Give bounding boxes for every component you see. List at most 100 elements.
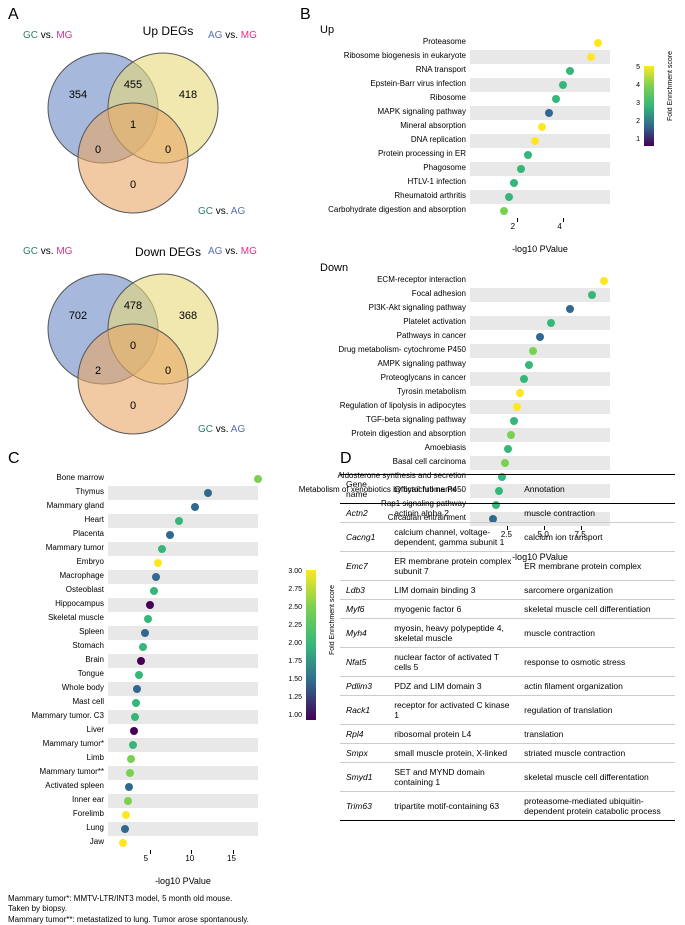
cb-tick: 2 bbox=[636, 118, 640, 125]
table-cell: skeletal muscle cell differentation bbox=[518, 763, 675, 792]
dot-point bbox=[536, 333, 544, 341]
table-row: Cacng1calcium channel, voltage-dependent… bbox=[340, 523, 675, 552]
dot-point bbox=[124, 797, 132, 805]
dot-label: Forelimb bbox=[73, 809, 108, 818]
dot-label: HTLV-1 infection bbox=[407, 177, 470, 186]
venn-up-bottom-label: GC vs. AG bbox=[198, 206, 245, 217]
dot-point bbox=[191, 503, 199, 511]
dot-row: Placenta bbox=[108, 528, 258, 542]
dot-point bbox=[517, 165, 525, 173]
cb-tick: 1.00 bbox=[288, 712, 302, 719]
cb-tick: 3 bbox=[636, 100, 640, 107]
dot-label: ECM-receptor interaction bbox=[377, 275, 470, 284]
b-cb-title: Fold Enrichment score bbox=[667, 51, 674, 121]
svg-text:1: 1 bbox=[130, 119, 136, 131]
dot-label: Inner ear bbox=[72, 795, 108, 804]
cb-tick: 1.50 bbox=[288, 676, 302, 683]
dot-label: Ribosome biogenesis in eukaryote bbox=[344, 51, 470, 60]
dot-label: AMPK signaling pathway bbox=[378, 359, 471, 368]
table-cell: Smpx bbox=[340, 744, 388, 763]
dot-point bbox=[547, 319, 555, 327]
dot-point bbox=[144, 615, 152, 623]
dot-label: Lung bbox=[86, 823, 108, 832]
dot-label: MAPK signaling pathway bbox=[378, 107, 471, 116]
table-cell: Myh4 bbox=[340, 619, 388, 648]
dot-point bbox=[130, 727, 138, 735]
dot-label: Mammary tumor bbox=[46, 543, 108, 552]
dot-point bbox=[588, 291, 596, 299]
dot-row: Protein processing in ER bbox=[470, 148, 610, 162]
dot-label: Skeletal muscle bbox=[48, 613, 108, 622]
dot-label: Protein processing in ER bbox=[378, 149, 470, 158]
cb-tick: 2.75 bbox=[288, 586, 302, 593]
table-cell: calcium ion transport bbox=[518, 523, 675, 552]
dot-point bbox=[122, 811, 130, 819]
dot-row: Protein digestion and absorption bbox=[470, 428, 610, 442]
dot-point bbox=[150, 587, 158, 595]
svg-text:0: 0 bbox=[130, 179, 136, 191]
b-up-title: Up bbox=[320, 24, 680, 36]
dot-row: ECM-receptor interaction bbox=[470, 274, 610, 288]
dot-row: Platelet activation bbox=[470, 316, 610, 330]
panel-d-label: D bbox=[340, 450, 675, 468]
dot-row: Carbohydrate digestion and absorption bbox=[470, 204, 610, 218]
dot-row: Tongue bbox=[108, 668, 258, 682]
dot-point bbox=[516, 389, 524, 397]
table-cell: muscle contraction bbox=[518, 504, 675, 523]
dot-row: HTLV-1 infection bbox=[470, 176, 610, 190]
table-cell: myosin, heavy polypeptide 4, skeletal mu… bbox=[388, 619, 518, 648]
table-row: Trim63tripartite motif-containing 63prot… bbox=[340, 792, 675, 821]
dot-label: Tongue bbox=[78, 669, 108, 678]
dot-point bbox=[559, 81, 567, 89]
dot-point bbox=[127, 755, 135, 763]
dot-point bbox=[531, 137, 539, 145]
table-row: Smyd1SET and MYND domain containing 1ske… bbox=[340, 763, 675, 792]
dot-point bbox=[141, 629, 149, 637]
dot-point bbox=[154, 559, 162, 567]
gene-table: Gene nameOfficail full nameAnnotation Ac… bbox=[340, 474, 675, 821]
venn-up: 354 418 455 1 0 0 0 bbox=[8, 38, 268, 228]
dot-row: RNA transport bbox=[470, 64, 610, 78]
dot-label: Jaw bbox=[90, 837, 108, 846]
dot-label: Embryo bbox=[76, 557, 108, 566]
dot-point bbox=[510, 179, 518, 187]
dot-point bbox=[137, 657, 145, 665]
table-cell: proteasome-mediated ubiquitin-dependent … bbox=[518, 792, 675, 821]
table-cell: small muscle protein, X-linked bbox=[388, 744, 518, 763]
tick-label: 2 bbox=[511, 222, 515, 231]
dot-point bbox=[529, 347, 537, 355]
dot-point bbox=[135, 671, 143, 679]
dot-label: Thymus bbox=[76, 487, 108, 496]
dot-point bbox=[510, 417, 518, 425]
table-row: Rack1receptor for activated C kinase 1re… bbox=[340, 696, 675, 725]
dot-point bbox=[254, 475, 262, 483]
table-cell: Pdlim3 bbox=[340, 677, 388, 696]
dot-point bbox=[152, 573, 160, 581]
dot-point bbox=[525, 361, 533, 369]
dot-point bbox=[132, 699, 140, 707]
dot-label: Pathways in cancer bbox=[397, 331, 470, 340]
dot-point bbox=[146, 601, 154, 609]
dot-label: Proteasome bbox=[423, 37, 470, 46]
panel-d: D Gene nameOfficail full nameAnnotation … bbox=[340, 450, 675, 821]
dot-label: Drug metabolism- cytochrome P450 bbox=[338, 345, 470, 354]
panel-c-label: C bbox=[8, 450, 308, 468]
dot-row: Limb bbox=[108, 752, 258, 766]
dot-point bbox=[133, 685, 141, 693]
cb-tick: 2.00 bbox=[288, 640, 302, 647]
dot-row: Embryo bbox=[108, 556, 258, 570]
dot-row: PI3K-Akt signaling pathway bbox=[470, 302, 610, 316]
dot-label: Osteoblast bbox=[66, 585, 108, 594]
b-colorbar bbox=[644, 66, 654, 146]
dot-label: Focal adhesion bbox=[412, 289, 470, 298]
svg-text:455: 455 bbox=[124, 79, 142, 91]
dot-row: Rheumatoid arthritis bbox=[470, 190, 610, 204]
table-cell: PDZ and LIM domain 3 bbox=[388, 677, 518, 696]
dot-row: Epstein-Barr virus infection bbox=[470, 78, 610, 92]
dot-label: Placenta bbox=[73, 529, 108, 538]
dot-label: Mammary tumor. C3 bbox=[32, 711, 108, 720]
table-row: Actn2actinin alpha 2muscle contraction bbox=[340, 504, 675, 523]
dot-point bbox=[505, 193, 513, 201]
table-cell: myogenic factor 6 bbox=[388, 600, 518, 619]
table-cell: calcium channel, voltage-dependent, gamm… bbox=[388, 523, 518, 552]
